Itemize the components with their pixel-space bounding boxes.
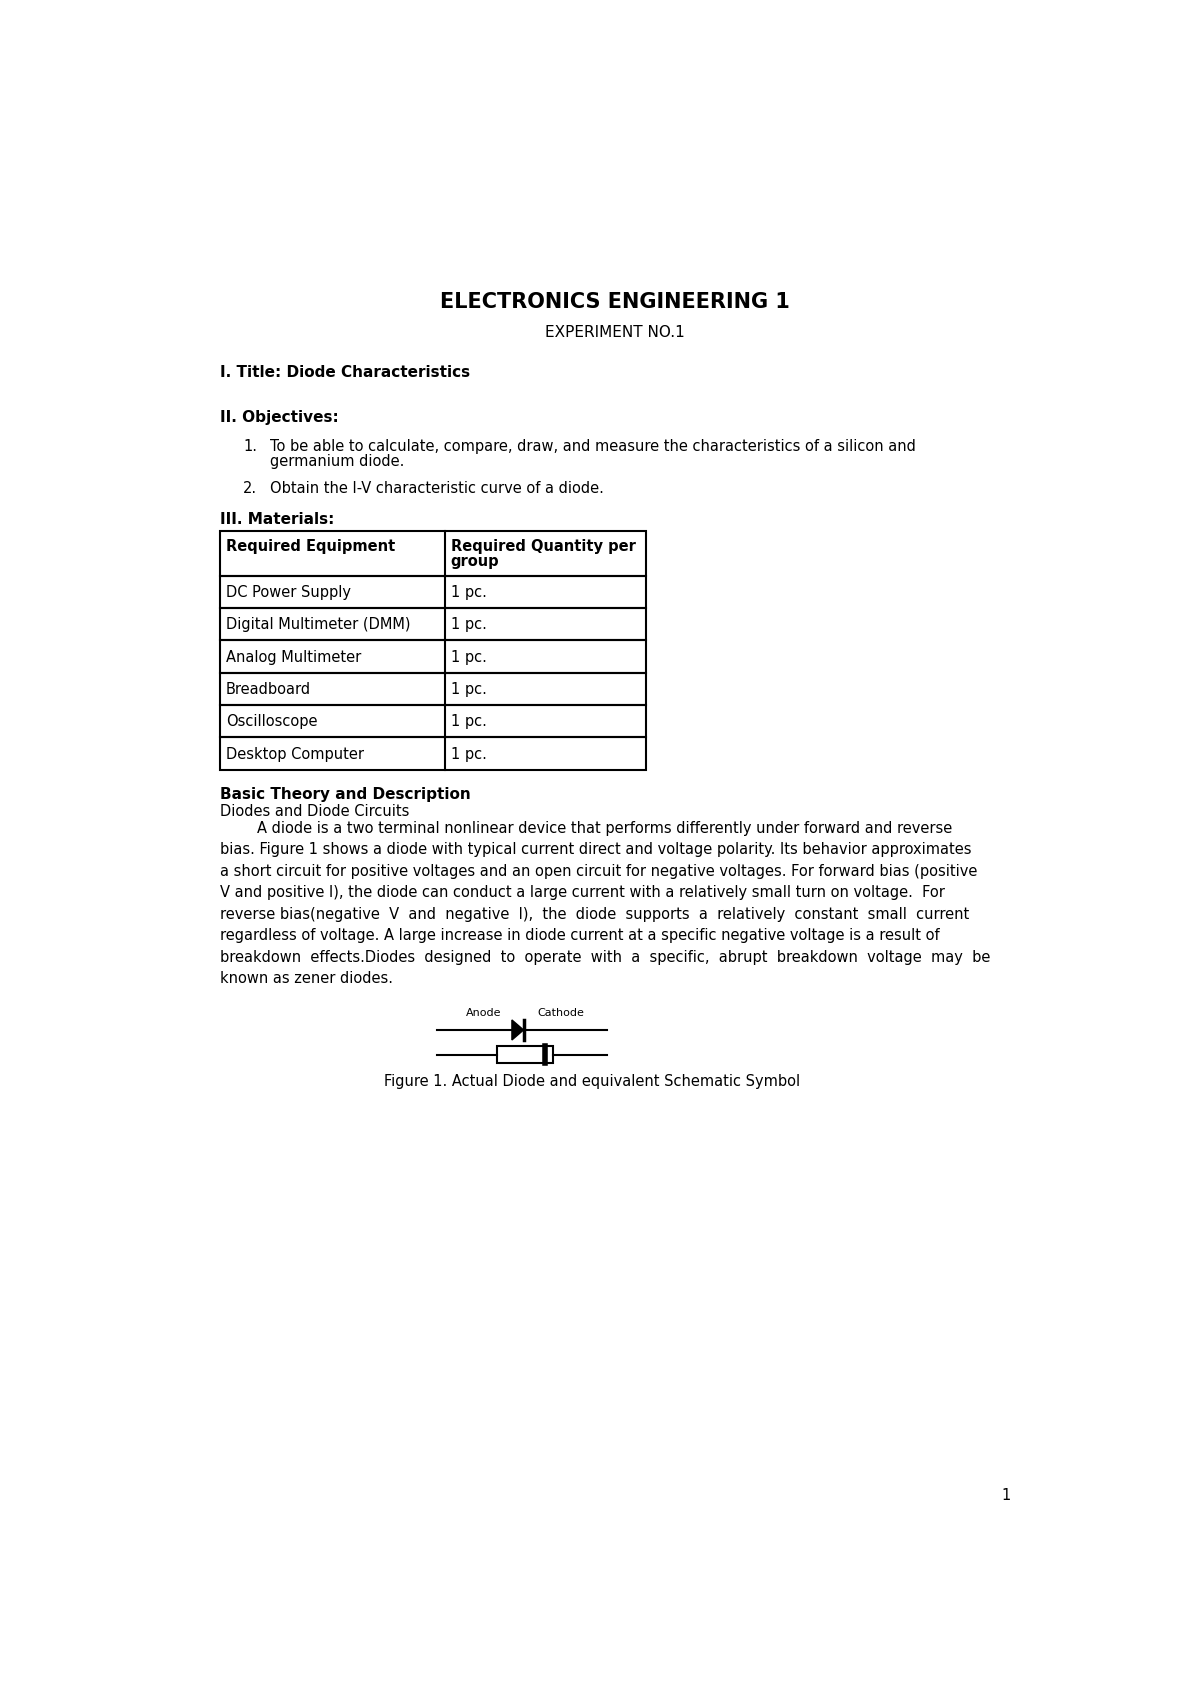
Polygon shape bbox=[512, 1020, 523, 1039]
Text: Analog Multimeter: Analog Multimeter bbox=[226, 650, 361, 664]
Text: Digital Multimeter (DMM): Digital Multimeter (DMM) bbox=[226, 618, 410, 632]
Text: I. Title: Diode Characteristics: I. Title: Diode Characteristics bbox=[220, 365, 470, 380]
Text: Cathode: Cathode bbox=[538, 1009, 584, 1019]
Text: reverse bias(negative  V  and  negative  I),  the  diode  supports  a  relativel: reverse bias(negative V and negative I),… bbox=[220, 907, 970, 922]
Text: 1 pc.: 1 pc. bbox=[451, 618, 486, 632]
Text: germanium diode.: germanium diode. bbox=[270, 453, 404, 469]
Text: 1 pc.: 1 pc. bbox=[451, 650, 486, 664]
Bar bbox=[220, 640, 646, 672]
Text: known as zener diodes.: known as zener diodes. bbox=[220, 971, 392, 987]
Bar bbox=[220, 576, 646, 608]
Bar bbox=[220, 737, 646, 769]
Text: 1 pc.: 1 pc. bbox=[451, 715, 486, 728]
Text: II. Objectives:: II. Objectives: bbox=[220, 411, 338, 424]
Text: 1 pc.: 1 pc. bbox=[451, 747, 486, 762]
Text: Desktop Computer: Desktop Computer bbox=[226, 747, 364, 762]
Text: breakdown  effects.Diodes  designed  to  operate  with  a  specific,  abrupt  br: breakdown effects.Diodes designed to ope… bbox=[220, 949, 990, 964]
Text: A diode is a two terminal nonlinear device that performs differently under forwa: A diode is a two terminal nonlinear devi… bbox=[220, 820, 952, 835]
Text: a short circuit for positive voltages and an open circuit for negative voltages.: a short circuit for positive voltages an… bbox=[220, 864, 977, 878]
Text: DC Power Supply: DC Power Supply bbox=[226, 584, 350, 599]
Text: regardless of voltage. A large increase in diode current at a specific negative : regardless of voltage. A large increase … bbox=[220, 929, 940, 944]
Text: Anode: Anode bbox=[466, 1009, 502, 1019]
Text: III. Materials:: III. Materials: bbox=[220, 511, 334, 526]
Bar bbox=[220, 608, 646, 640]
Bar bbox=[497, 1046, 553, 1063]
Bar bbox=[220, 705, 646, 737]
Text: Required Quantity per: Required Quantity per bbox=[451, 538, 636, 554]
Text: 2.: 2. bbox=[242, 481, 257, 496]
Text: 1 pc.: 1 pc. bbox=[451, 584, 486, 599]
Text: bias. Figure 1 shows a diode with typical current direct and voltage polarity. I: bias. Figure 1 shows a diode with typica… bbox=[220, 842, 971, 857]
Text: To be able to calculate, compare, draw, and measure the characteristics of a sil: To be able to calculate, compare, draw, … bbox=[270, 438, 916, 453]
Bar bbox=[220, 672, 646, 705]
Text: ELECTRONICS ENGINEERING 1: ELECTRONICS ENGINEERING 1 bbox=[440, 292, 790, 312]
Text: Diodes and Diode Circuits: Diodes and Diode Circuits bbox=[220, 803, 409, 818]
Text: group: group bbox=[451, 554, 499, 569]
Text: 1 pc.: 1 pc. bbox=[451, 683, 486, 696]
Text: 1: 1 bbox=[1001, 1487, 1010, 1503]
Bar bbox=[220, 531, 646, 576]
Text: 1.: 1. bbox=[242, 438, 257, 453]
Text: Obtain the I-V characteristic curve of a diode.: Obtain the I-V characteristic curve of a… bbox=[270, 481, 604, 496]
Text: Breadboard: Breadboard bbox=[226, 683, 311, 696]
Text: Oscilloscope: Oscilloscope bbox=[226, 715, 318, 728]
Text: V and positive I), the diode can conduct a large current with a relatively small: V and positive I), the diode can conduct… bbox=[220, 885, 944, 900]
Text: Required Equipment: Required Equipment bbox=[226, 538, 395, 554]
Text: Figure 1. Actual Diode and equivalent Schematic Symbol: Figure 1. Actual Diode and equivalent Sc… bbox=[384, 1073, 800, 1088]
Text: EXPERIMENT NO.1: EXPERIMENT NO.1 bbox=[545, 326, 685, 340]
Text: Basic Theory and Description: Basic Theory and Description bbox=[220, 786, 470, 801]
